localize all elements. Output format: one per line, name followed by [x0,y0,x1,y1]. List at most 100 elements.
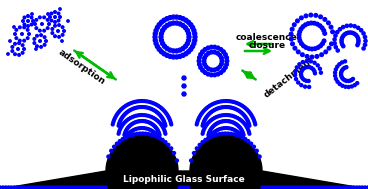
Circle shape [238,132,241,135]
Circle shape [178,54,182,58]
Circle shape [244,123,247,126]
Circle shape [157,129,159,132]
Circle shape [182,76,186,80]
Circle shape [329,25,333,29]
Circle shape [323,18,327,21]
Circle shape [198,63,201,66]
Circle shape [297,36,301,40]
Circle shape [213,102,216,105]
Circle shape [142,146,145,149]
Circle shape [223,133,226,136]
Circle shape [143,127,145,129]
Circle shape [153,141,156,144]
Circle shape [232,151,235,153]
Circle shape [171,55,175,59]
Circle shape [252,118,255,120]
Circle shape [208,105,211,107]
Circle shape [196,121,199,124]
Circle shape [316,46,320,49]
Circle shape [181,53,185,57]
Circle shape [151,144,154,147]
Circle shape [254,121,256,124]
Circle shape [54,25,56,27]
Circle shape [164,111,167,114]
Circle shape [243,106,245,108]
Circle shape [294,78,298,81]
Circle shape [157,120,160,123]
Circle shape [168,118,171,120]
Circle shape [192,42,196,46]
Circle shape [169,121,172,124]
Circle shape [336,80,339,83]
Circle shape [212,143,215,146]
Circle shape [307,22,310,25]
Circle shape [203,56,206,60]
Circle shape [195,147,198,150]
Circle shape [47,186,50,189]
Circle shape [202,130,205,133]
Circle shape [153,35,157,39]
Circle shape [314,72,316,75]
Circle shape [227,100,229,102]
Circle shape [164,123,166,126]
Circle shape [336,49,339,52]
Circle shape [213,68,216,72]
Circle shape [236,109,239,112]
Circle shape [338,83,341,85]
Circle shape [308,85,311,88]
Circle shape [118,129,121,131]
Circle shape [307,186,309,189]
Circle shape [233,143,236,146]
Circle shape [145,133,148,136]
Circle shape [340,70,343,73]
Circle shape [127,132,130,135]
Circle shape [146,100,149,103]
Circle shape [213,117,216,119]
Circle shape [203,127,206,129]
Circle shape [129,109,132,112]
Circle shape [338,28,342,31]
Circle shape [216,51,219,55]
Circle shape [300,42,303,45]
Circle shape [130,138,133,140]
Circle shape [134,106,137,109]
Circle shape [216,136,219,138]
Circle shape [47,13,49,15]
Circle shape [138,106,140,109]
Circle shape [304,186,307,189]
Circle shape [145,120,148,123]
Circle shape [127,135,130,138]
Circle shape [353,25,356,28]
Circle shape [213,124,216,126]
Circle shape [163,44,167,48]
Circle shape [201,68,204,72]
Circle shape [118,140,121,143]
Circle shape [247,129,250,131]
Circle shape [310,67,313,70]
Circle shape [241,131,244,134]
Circle shape [18,54,20,56]
Circle shape [217,135,220,137]
Circle shape [301,186,304,189]
Circle shape [218,141,220,144]
Circle shape [159,32,163,36]
Circle shape [156,134,158,137]
Circle shape [121,123,124,126]
Circle shape [149,129,152,131]
Circle shape [175,15,178,19]
Circle shape [98,186,101,189]
Circle shape [293,23,296,26]
Circle shape [213,45,216,49]
Circle shape [218,53,222,57]
Circle shape [213,139,216,142]
Circle shape [208,112,210,115]
Circle shape [201,132,204,135]
Circle shape [345,32,348,35]
Circle shape [39,16,41,19]
Circle shape [299,27,303,31]
Circle shape [15,29,18,31]
Circle shape [231,135,234,137]
Circle shape [141,146,144,148]
Circle shape [141,114,144,116]
Circle shape [240,134,242,137]
